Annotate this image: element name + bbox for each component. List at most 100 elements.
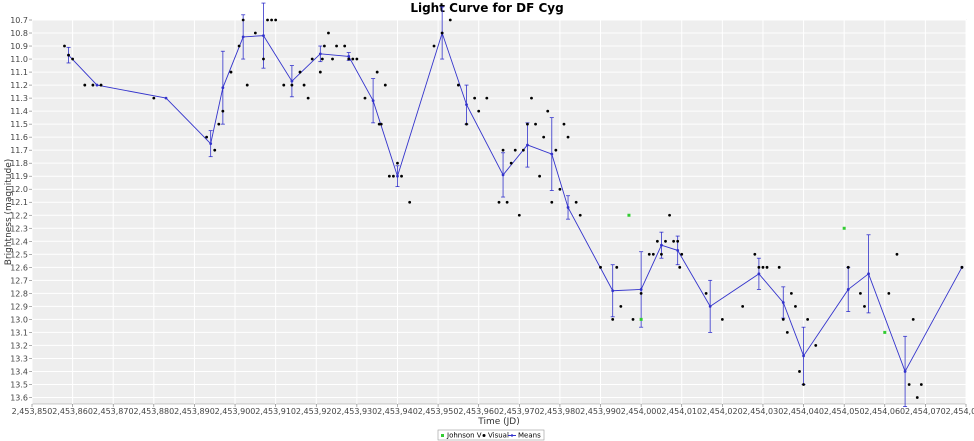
- means-point: [611, 289, 615, 293]
- x-tick-label: 2,453,940: [377, 407, 418, 416]
- visual-point: [343, 44, 347, 48]
- johnson-v-point: [842, 226, 846, 230]
- means-point: [262, 34, 265, 38]
- means-point: [566, 206, 570, 209]
- y-tick-label: 12.7: [10, 276, 28, 285]
- y-tick-label: 11.0: [10, 55, 28, 64]
- visual-point: [802, 383, 805, 386]
- visual-point: [217, 122, 221, 126]
- visual-point: [753, 252, 757, 256]
- x-tick-label: 2,453,910: [255, 407, 296, 416]
- x-axis-label: Time (JD): [477, 417, 520, 427]
- visual-point: [456, 83, 460, 87]
- visual-point: [310, 57, 314, 61]
- means-point: [639, 288, 643, 291]
- means-point: [867, 272, 870, 276]
- visual-point: [789, 291, 793, 295]
- visual-point: [448, 18, 452, 22]
- visual-point: [915, 396, 919, 399]
- x-tick-label: 2,453,930: [337, 407, 378, 416]
- visual-point: [266, 18, 269, 22]
- y-tick-label: 12.4: [10, 237, 28, 246]
- visual-point: [241, 18, 245, 22]
- visual-point: [274, 18, 278, 22]
- visual-point: [473, 96, 477, 100]
- y-axis-ticks: 10.7 10.8 10.9 11.0 11.1 11.2 11.3 11.4 11.5 11.6…: [10, 16, 32, 402]
- visual-point: [761, 265, 765, 269]
- y-tick-label: 11.9: [10, 172, 28, 181]
- visual-point: [501, 148, 505, 152]
- means-point: [903, 370, 907, 373]
- visual-point: [282, 83, 286, 87]
- visual-point: [509, 161, 513, 165]
- visual-point: [814, 344, 818, 347]
- y-tick-label: 13.1: [10, 328, 28, 337]
- chart-title: Light Curve for DF Cyg: [410, 1, 563, 15]
- y-tick-label: 12.6: [10, 263, 28, 272]
- grid-lines: [31, 19, 967, 404]
- means-point: [846, 288, 850, 291]
- y-tick-label: 11.3: [10, 94, 28, 103]
- visual-point: [465, 122, 468, 126]
- y-tick-label: 12.9: [10, 302, 28, 311]
- visual-point: [615, 265, 619, 269]
- y-tick-label: 12.1: [10, 198, 28, 207]
- visual-point: [517, 213, 521, 217]
- means-point: [164, 96, 168, 100]
- visual-point: [960, 265, 964, 269]
- means-point: [465, 103, 468, 107]
- visual-point: [392, 174, 395, 178]
- y-tick-label: 13.5: [10, 380, 28, 389]
- means-point: [290, 79, 294, 83]
- visual-point: [599, 265, 602, 269]
- y-tick-label: 13.4: [10, 367, 28, 376]
- visual-point: [907, 383, 911, 386]
- means-point: [781, 301, 785, 304]
- visual-point: [91, 83, 95, 87]
- x-tick-label: 2,454,070: [905, 407, 946, 416]
- y-tick-label: 11.5: [10, 120, 28, 129]
- x-tick-label: 2,454,080: [946, 407, 974, 416]
- visual-point: [331, 57, 334, 61]
- visual-point: [400, 174, 403, 178]
- visual-point: [781, 317, 785, 321]
- means-point: [550, 152, 554, 156]
- plot-area: [31, 19, 967, 405]
- visual-point: [245, 83, 249, 87]
- x-tick-label: 2,454,030: [743, 407, 784, 416]
- y-tick-label: 11.8: [10, 159, 28, 168]
- y-tick-label: 13.0: [10, 315, 28, 324]
- x-tick-label: 2,454,050: [824, 407, 865, 416]
- visual-point: [63, 44, 66, 48]
- legend-johnson-v-label: Johnson V: [446, 432, 482, 440]
- visual-point: [363, 96, 367, 100]
- x-tick-label: 2,454,060: [864, 407, 905, 416]
- visual-point: [213, 148, 217, 152]
- y-tick-label: 13.3: [10, 354, 28, 363]
- visual-point: [83, 83, 87, 87]
- y-tick-label: 13.6: [10, 393, 28, 402]
- visual-point: [513, 148, 517, 152]
- johnson-v-series: [627, 213, 887, 334]
- means-point: [660, 243, 663, 247]
- visual-point: [497, 200, 501, 204]
- means-point: [371, 99, 375, 103]
- legend-means-label: Means: [518, 432, 541, 440]
- visual-point: [863, 304, 866, 308]
- visual-point: [377, 122, 381, 126]
- visual-point: [619, 304, 623, 308]
- means-point: [347, 55, 351, 58]
- visual-point: [302, 83, 306, 87]
- x-tick-label: 2,453,900: [215, 407, 256, 416]
- visual-point: [538, 174, 542, 178]
- visual-point: [566, 135, 570, 139]
- visual-point: [631, 317, 635, 321]
- visual-point: [668, 213, 671, 217]
- visual-point: [534, 122, 537, 126]
- visual-point: [205, 135, 209, 139]
- x-tick-label: 2,453,920: [296, 407, 337, 416]
- visual-point: [777, 265, 781, 269]
- means-point: [757, 272, 761, 276]
- visual-point: [432, 44, 436, 48]
- johnson-v-point: [883, 330, 887, 334]
